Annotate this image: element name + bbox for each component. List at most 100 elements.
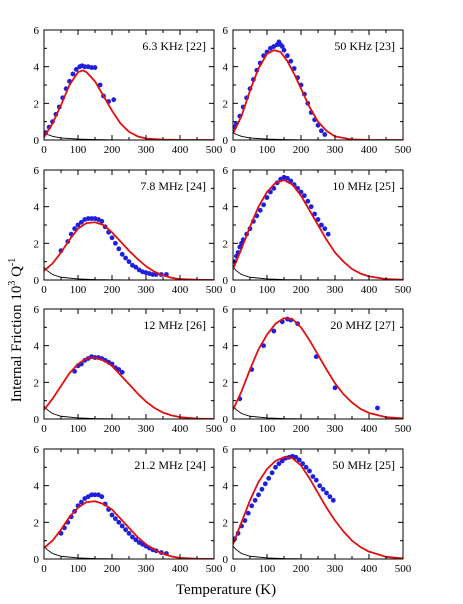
y-tick-label: 2 [34, 238, 40, 250]
data-point [123, 527, 128, 533]
plot-area [233, 39, 403, 140]
y-axis-title: Internal Friction 103 Q-1 [7, 258, 25, 403]
data-point [133, 537, 139, 543]
x-tick-label: 0 [41, 284, 47, 296]
plot-area [233, 174, 403, 280]
data-point [261, 343, 266, 349]
y-tick-label: 2 [223, 238, 229, 250]
y-tick-label: 2 [34, 98, 40, 110]
data-point [249, 503, 255, 509]
data-point [325, 231, 331, 237]
data-point [116, 246, 122, 252]
data-point [307, 468, 312, 474]
data-point [310, 474, 316, 479]
data-point [150, 272, 156, 277]
x-tick-label: 500 [395, 423, 412, 435]
data-point [305, 198, 311, 204]
y-tick-label: 0 [34, 135, 40, 147]
y-tick-label: 4 [223, 481, 229, 493]
fit-curve [44, 500, 214, 559]
x-tick-label: 200 [104, 423, 121, 435]
x-axis-title: Temperature (K) [176, 582, 276, 598]
y-tick-label: 6 [34, 444, 40, 456]
data-point [257, 207, 263, 213]
data-point [109, 235, 115, 241]
panel-label: 21.2 MHz [24] [134, 458, 206, 472]
data-point [119, 523, 125, 529]
x-tick-label: 400 [361, 144, 378, 156]
plot-area [44, 354, 214, 419]
panel-label: 20 MHZ [27] [330, 318, 395, 332]
data-point [312, 211, 317, 217]
data-point [296, 457, 302, 463]
plot-area [44, 492, 214, 559]
plot-area [44, 63, 214, 140]
panel-6: 0 100 200 300 400 500 0 2 4 6 20 MHZ [27] [223, 304, 412, 435]
y-tick-label: 4 [34, 481, 40, 493]
data-point [97, 82, 103, 88]
y-tick-label: 0 [223, 414, 229, 426]
y-axis-title-unit: Q [9, 266, 25, 281]
y-tick-label: 4 [34, 62, 40, 74]
data-point [332, 385, 338, 391]
x-tick-label: 300 [327, 423, 344, 435]
data-point [279, 458, 285, 464]
x-tick-label: 500 [206, 563, 223, 575]
y-tick-label: 6 [223, 304, 229, 316]
data-point [89, 492, 94, 498]
data-point [109, 512, 115, 518]
y-tick-label: 2 [223, 377, 229, 389]
data-point [264, 195, 270, 200]
plot-area [44, 216, 214, 280]
data-point [113, 240, 118, 246]
y-axis-title-sup: 3 [7, 281, 18, 286]
x-tick-label: 100 [70, 284, 87, 296]
data-point [303, 464, 309, 470]
data-point [279, 44, 285, 49]
data-point [92, 65, 98, 70]
data-point [133, 264, 139, 270]
panel-label: 12 MHz [26] [143, 318, 206, 332]
data-point [259, 486, 265, 492]
x-tick-label: 500 [206, 284, 223, 296]
y-tick-label: 6 [34, 165, 40, 177]
x-tick-label: 200 [104, 144, 121, 156]
y-tick-label: 0 [223, 554, 229, 566]
data-point [119, 369, 125, 375]
y-tick-label: 6 [223, 25, 229, 37]
data-point [70, 71, 76, 77]
data-point [324, 490, 329, 496]
data-point [288, 58, 294, 64]
data-point [89, 65, 94, 70]
x-tick-label: 100 [259, 423, 276, 435]
data-point [92, 492, 98, 498]
data-point [271, 328, 277, 334]
data-point [375, 405, 380, 411]
x-tick-label: 400 [172, 284, 189, 296]
data-point [111, 97, 117, 103]
data-point [291, 66, 297, 71]
data-point [317, 483, 323, 489]
x-tick-label: 400 [361, 284, 378, 296]
x-tick-label: 500 [206, 144, 223, 156]
x-tick-label: 0 [230, 284, 236, 296]
y-tick-label: 4 [34, 341, 40, 353]
data-point [85, 216, 91, 221]
data-point [308, 204, 314, 210]
x-tick-label: 300 [138, 563, 155, 575]
x-tick-label: 400 [172, 144, 189, 156]
panel-8: 0 100 200 300 400 500 0 2 4 6 50 MHz [25] [223, 444, 412, 575]
data-point [273, 464, 278, 470]
data-point [261, 202, 266, 208]
data-point [285, 175, 290, 181]
y-tick-label: 6 [34, 304, 40, 316]
data-point [252, 497, 258, 503]
x-tick-label: 200 [293, 563, 310, 575]
data-point [293, 454, 299, 460]
x-tick-label: 200 [104, 563, 121, 575]
x-tick-label: 400 [172, 423, 189, 435]
data-point [242, 518, 248, 523]
data-point [130, 534, 135, 540]
x-tick-label: 100 [70, 423, 87, 435]
panel-1: 0 100 200 300 400 500 0 2 4 6 6.3 KHz [22] [34, 25, 223, 156]
